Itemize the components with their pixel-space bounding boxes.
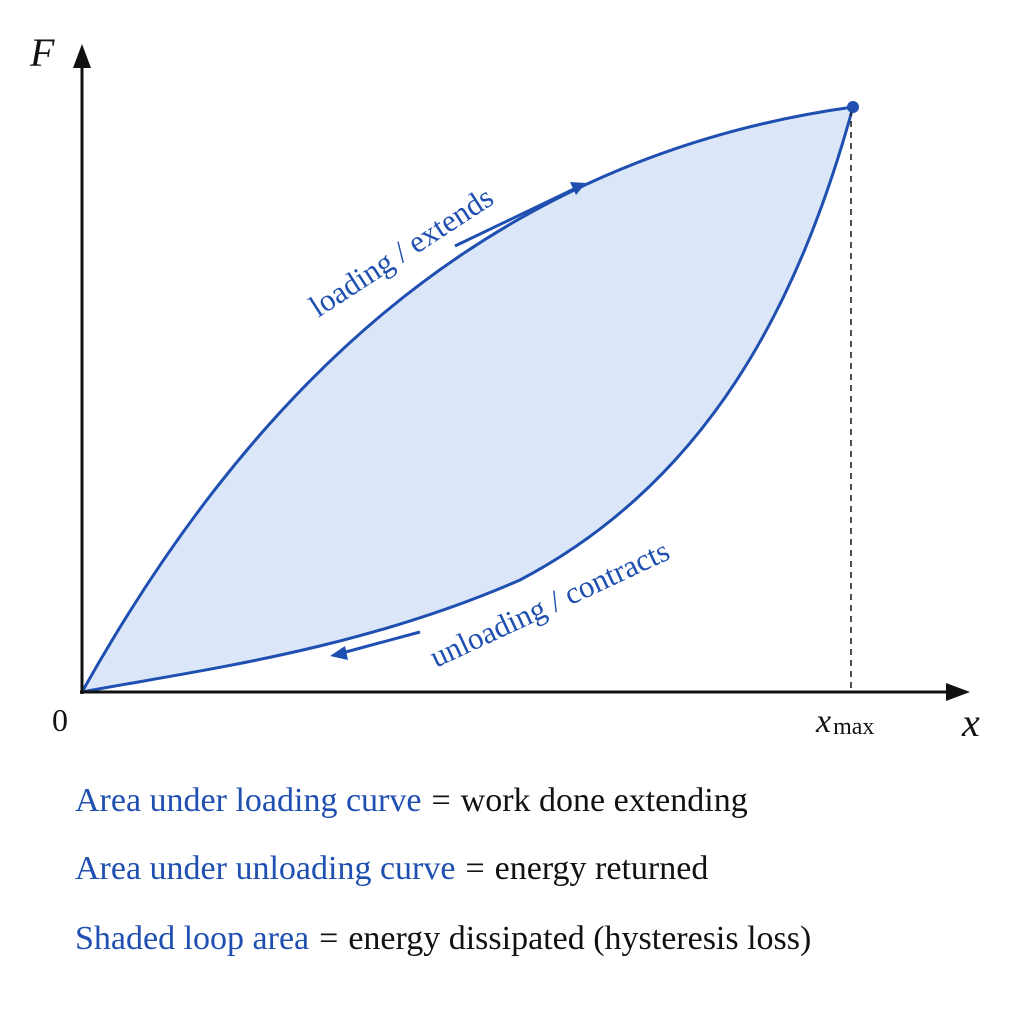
loading-direction-arrowhead [570, 182, 586, 195]
loading-direction-arrow [454, 187, 575, 248]
x-axis-label: x [961, 700, 980, 745]
xmax-label-main: x [815, 703, 831, 740]
caption-unloading-area: Area under unloading curve = energy return… [75, 852, 708, 886]
caption-equals: = [431, 782, 451, 819]
origin-label: 0 [52, 702, 68, 738]
caption-loading-area: Area under loading curve = work done exten… [75, 784, 748, 818]
unloading-direction-arrow [341, 630, 421, 655]
caption-term: Area under unloading curve [75, 850, 456, 887]
caption-definition: work done extending [460, 782, 748, 819]
caption-definition: energy returned [494, 850, 709, 887]
caption-term: Shaded loop area [75, 920, 310, 957]
xmax-label: xmax [815, 703, 874, 740]
x-axis-arrowhead [946, 683, 970, 701]
caption-equals: = [465, 850, 485, 887]
xmax-label-sub: max [833, 714, 874, 740]
loading-curve [80, 105, 854, 693]
hysteresis-diagram: F x 0 xmax loading / extends unloading /… [29, 30, 980, 745]
caption-loop-area: Shaded loop area = energy dissipated (hyst… [75, 922, 811, 956]
unloading-direction-arrowhead [330, 646, 348, 660]
y-axis-label: F [29, 30, 55, 75]
peak-point [847, 101, 859, 113]
unloading-curve [81, 106, 855, 694]
hysteresis-loop-area [82, 107, 853, 692]
caption-term: Area under loading curve [75, 782, 422, 819]
y-axis-arrowhead [73, 44, 91, 68]
caption-equals: = [319, 920, 339, 957]
caption-definition: energy dissipated (hysteresis loss) [348, 920, 812, 957]
